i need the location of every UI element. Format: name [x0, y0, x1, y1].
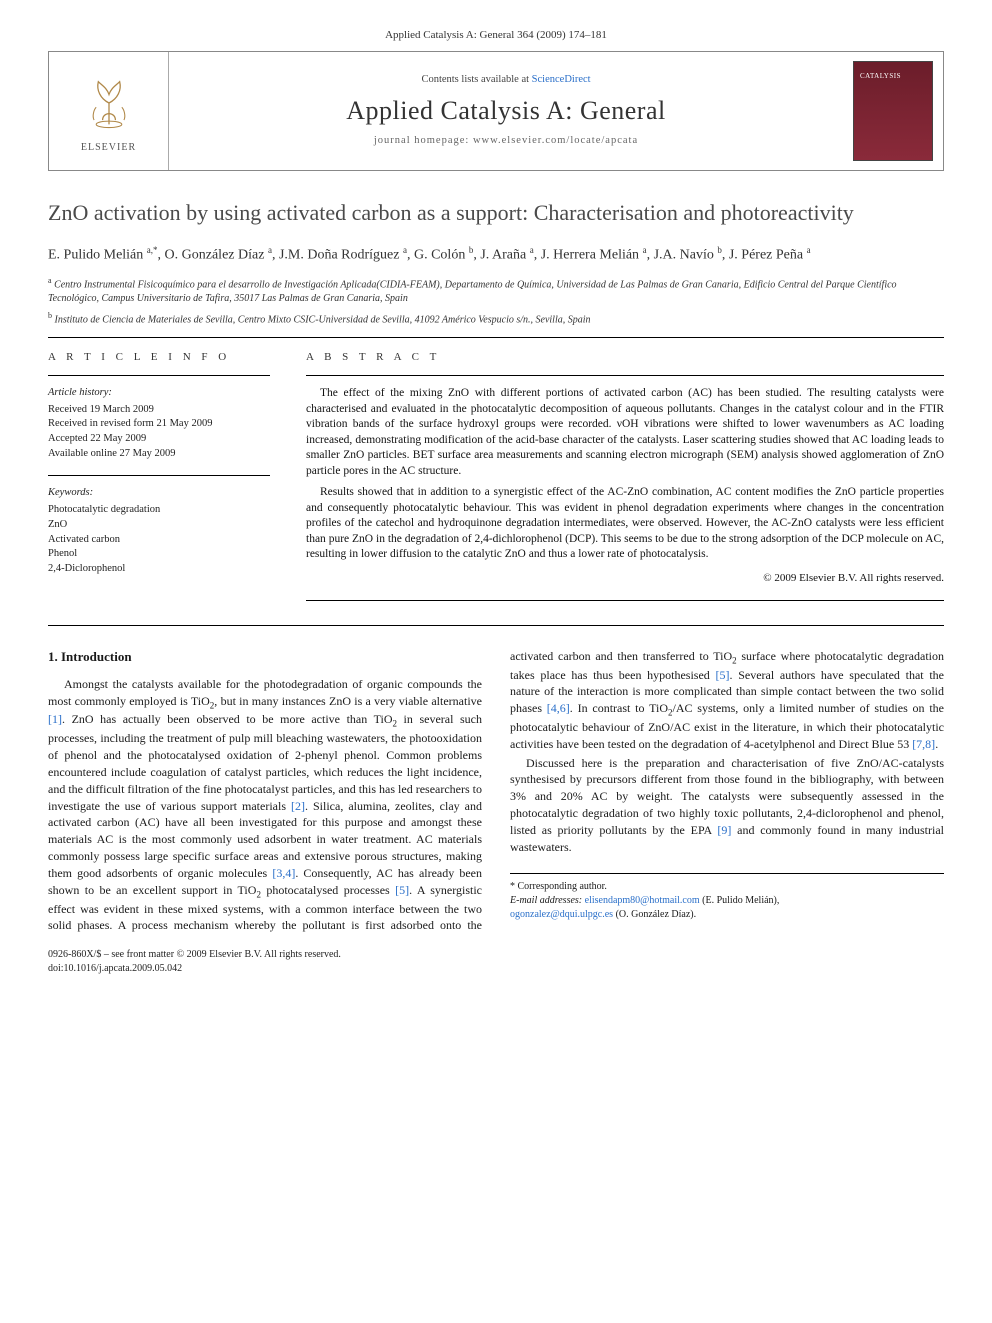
ref-link[interactable]: [2] — [291, 799, 305, 813]
ref-link[interactable]: [1] — [48, 712, 62, 726]
keywords-block: Keywords: Photocatalytic degradation ZnO… — [48, 486, 270, 576]
elsevier-tree-icon — [73, 67, 145, 139]
contents-line: Contents lists available at ScienceDirec… — [169, 73, 843, 87]
abstract-heading: A B S T R A C T — [306, 350, 944, 365]
keyword: Phenol — [48, 547, 270, 562]
abstract-p1: The effect of the mixing ZnO with differ… — [306, 386, 944, 479]
ref-link[interactable]: [5] — [716, 668, 730, 682]
ref-link[interactable]: [4,6] — [547, 701, 570, 715]
masthead: ELSEVIER Contents lists available at Sci… — [48, 51, 944, 171]
intro-p3: Discussed here is the preparation and ch… — [510, 755, 944, 856]
keyword: Activated carbon — [48, 533, 270, 548]
cover-thumb-container — [843, 52, 943, 170]
authors-line: E. Pulido Melián a,*, O. González Díaz a… — [48, 244, 944, 266]
keyword: ZnO — [48, 518, 270, 533]
abstract-text: The effect of the mixing ZnO with differ… — [306, 386, 944, 586]
keywords-head: Keywords: — [48, 486, 270, 501]
ref-link[interactable]: [3,4] — [272, 866, 295, 880]
section-heading-intro: 1. Introduction — [48, 648, 482, 666]
history-head: Article history: — [48, 386, 270, 401]
corresponding-star: * Corresponding author. — [510, 880, 944, 894]
journal-citation: Applied Catalysis A: General 364 (2009) … — [48, 28, 944, 43]
front-matter-line: 0926-860X/$ – see front matter © 2009 El… — [48, 948, 944, 962]
email-link[interactable]: elisendapm80@hotmail.com — [585, 895, 700, 906]
ref-link[interactable]: [9] — [717, 823, 731, 837]
received-date: Received 19 March 2009 — [48, 403, 270, 418]
abstract-p2: Results showed that in addition to a syn… — [306, 485, 944, 563]
revised-date: Received in revised form 21 May 2009 — [48, 417, 270, 432]
masthead-center: Contents lists available at ScienceDirec… — [169, 52, 843, 170]
doi-line: doi:10.1016/j.apcata.2009.05.042 — [48, 962, 944, 976]
body-two-column: 1. Introduction Amongst the catalysts av… — [48, 648, 944, 935]
divider — [48, 475, 270, 476]
homepage-url[interactable]: www.elsevier.com/locate/apcata — [473, 135, 638, 146]
divider — [48, 375, 270, 376]
keyword: 2,4-Diclorophenol — [48, 562, 270, 577]
divider — [48, 625, 944, 626]
email-line: E-mail addresses: elisendapm80@hotmail.c… — [510, 894, 944, 922]
contents-prefix: Contents lists available at — [421, 74, 531, 85]
email-link[interactable]: ogonzalez@dqui.ulpgc.es — [510, 909, 613, 920]
accepted-date: Accepted 22 May 2009 — [48, 432, 270, 447]
homepage-prefix: journal homepage: — [374, 135, 473, 146]
publisher-block: ELSEVIER — [49, 52, 169, 170]
abstract-column: A B S T R A C T The effect of the mixing… — [306, 350, 944, 610]
affiliation-a: a Centro Instrumental Fisicoquímico para… — [48, 276, 944, 305]
keyword: Photocatalytic degradation — [48, 503, 270, 518]
homepage-line: journal homepage: www.elsevier.com/locat… — [169, 134, 843, 148]
article-info-column: A R T I C L E I N F O Article history: R… — [48, 350, 270, 610]
ref-link[interactable]: [5] — [395, 883, 409, 897]
abstract-copyright: © 2009 Elsevier B.V. All rights reserved… — [306, 571, 944, 586]
article-info-heading: A R T I C L E I N F O — [48, 350, 270, 365]
affiliation-b: b Instituto de Ciencia de Materiales de … — [48, 311, 944, 327]
journal-name: Applied Catalysis A: General — [169, 93, 843, 128]
sciencedirect-link[interactable]: ScienceDirect — [532, 74, 591, 85]
publisher-label: ELSEVIER — [81, 141, 136, 155]
journal-cover-thumb — [853, 61, 933, 161]
article-title: ZnO activation by using activated carbon… — [48, 199, 944, 227]
online-date: Available online 27 May 2009 — [48, 447, 270, 462]
bottom-meta: 0926-860X/$ – see front matter © 2009 El… — [48, 948, 944, 975]
corresponding-author-footnote: * Corresponding author. E-mail addresses… — [510, 873, 944, 922]
ref-link[interactable]: [7,8] — [912, 737, 935, 751]
divider — [306, 375, 944, 376]
info-abstract-row: A R T I C L E I N F O Article history: R… — [48, 350, 944, 610]
article-history: Article history: Received 19 March 2009 … — [48, 386, 270, 461]
divider — [48, 337, 944, 338]
divider — [306, 600, 944, 601]
